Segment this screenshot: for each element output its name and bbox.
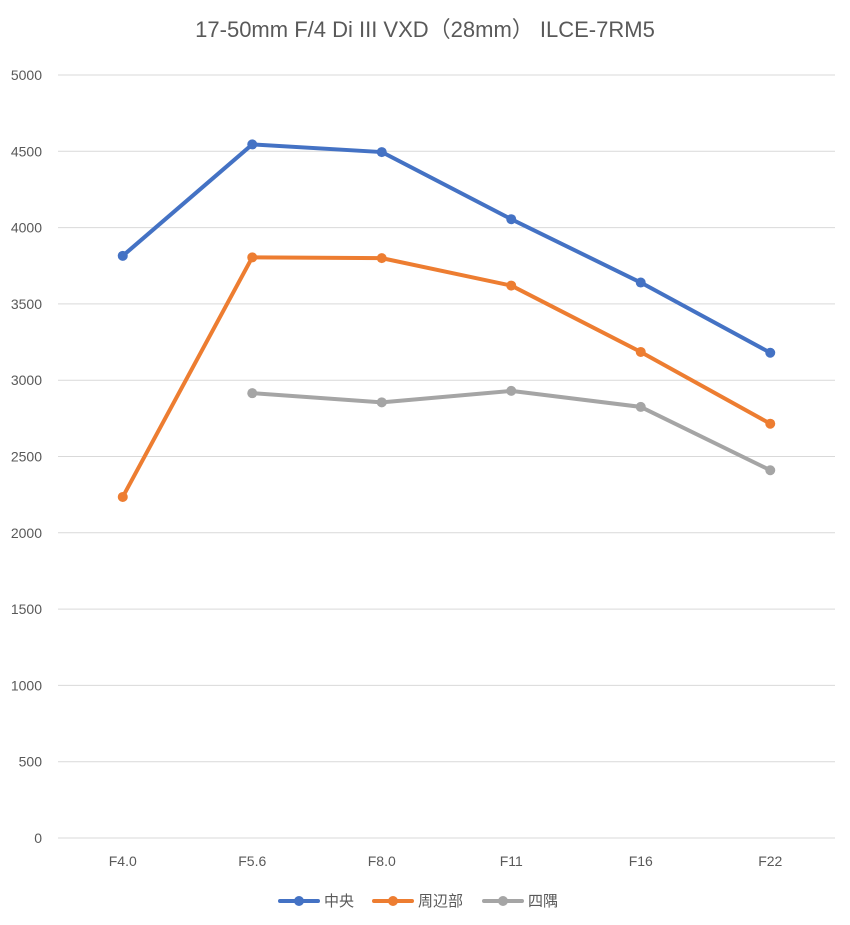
x-tick-label: F5.6 xyxy=(238,853,266,869)
legend-swatch-marker xyxy=(498,896,508,906)
data-point xyxy=(117,491,128,502)
data-point xyxy=(247,252,258,263)
data-point xyxy=(506,385,517,396)
data-point xyxy=(635,401,646,412)
x-tick-label: F16 xyxy=(629,853,653,869)
y-tick-label: 1000 xyxy=(11,677,42,693)
legend-label: 四隅 xyxy=(528,893,558,910)
series-3 xyxy=(247,385,776,476)
y-tick-label: 3500 xyxy=(11,296,42,312)
data-point xyxy=(765,418,776,429)
y-axis: 0 500 1000 1500 2000 2500 3000 3500 4000 4500 5000 xyxy=(11,67,42,846)
data-point xyxy=(376,147,387,158)
y-tick-label: 0 xyxy=(34,830,42,846)
series-line xyxy=(120,255,773,499)
y-tick-label: 4500 xyxy=(11,143,42,159)
x-tick-label: F8.0 xyxy=(368,853,396,869)
legend-swatch-marker xyxy=(388,896,398,906)
x-tick-label: F11 xyxy=(500,853,523,869)
legend-item: 四隅 xyxy=(482,893,558,910)
data-point xyxy=(247,139,258,150)
legend-label: 周辺部 xyxy=(418,893,463,910)
y-tick-label: 500 xyxy=(19,754,43,770)
data-point xyxy=(506,280,517,291)
y-tick-label: 2500 xyxy=(11,449,42,465)
y-tick-label: 1500 xyxy=(11,601,42,617)
data-point xyxy=(506,214,517,225)
series-1 xyxy=(117,139,776,358)
data-point xyxy=(376,253,387,264)
data-point xyxy=(376,397,387,408)
grid xyxy=(58,74,835,839)
y-tick-label: 3000 xyxy=(11,372,42,388)
data-point xyxy=(765,465,776,476)
data-point xyxy=(247,388,258,399)
data-point xyxy=(765,347,776,358)
legend-item: 周辺部 xyxy=(372,893,463,910)
series-2 xyxy=(117,252,776,502)
data-point xyxy=(117,250,128,261)
legend-item: 中央 xyxy=(278,893,354,910)
series-lines xyxy=(117,139,776,502)
data-point xyxy=(635,346,646,357)
data-point xyxy=(635,277,646,288)
x-axis: F4.0 F5.6 F8.0 F11 F16 F22 xyxy=(109,853,783,869)
x-tick-label: F4.0 xyxy=(109,853,137,869)
legend-swatch-marker xyxy=(294,896,304,906)
legend: 中央 周辺部 四隅 xyxy=(278,893,558,910)
series-line xyxy=(120,142,773,355)
y-tick-label: 4000 xyxy=(11,220,42,236)
chart-title: 17-50mm F/4 Di III VXD（28mm） ILCE-7RM5 xyxy=(195,17,655,42)
y-tick-label: 2000 xyxy=(11,525,42,541)
legend-label: 中央 xyxy=(324,893,354,910)
y-tick-label: 5000 xyxy=(11,67,42,83)
x-tick-label: F22 xyxy=(758,853,782,869)
series-line xyxy=(250,388,773,473)
